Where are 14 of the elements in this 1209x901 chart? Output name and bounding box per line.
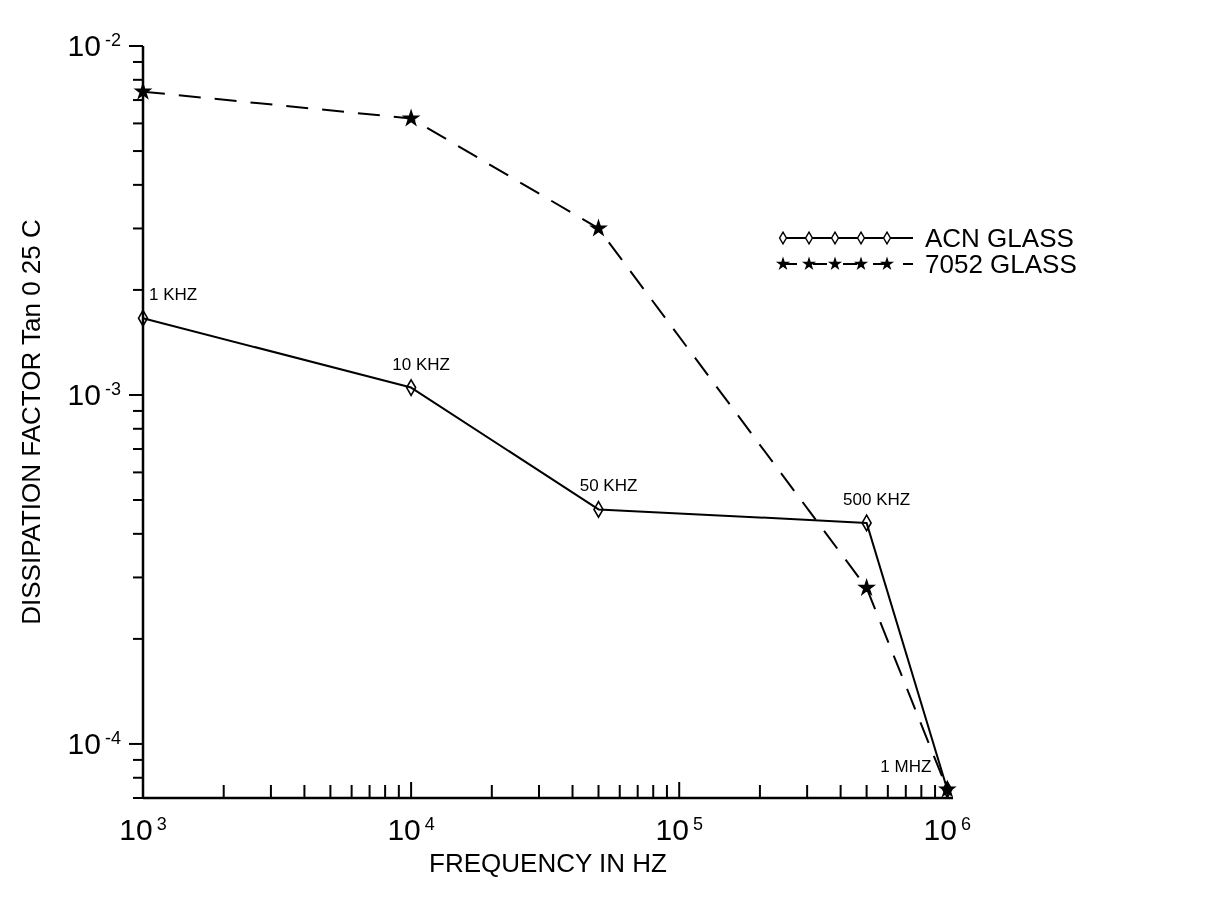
y-tick-label: 10$^{-3}$ (67, 377, 121, 411)
x-tick-label: 10$^{5}$ (655, 813, 703, 846)
annotation: 500 KHZ (843, 489, 911, 509)
annotation: 1 MHZ (880, 756, 932, 776)
y-axis-title: DISSIPATION FACTOR Tan 0 25 C (16, 219, 46, 625)
annotation: 1 KHZ (149, 285, 198, 305)
x-tick-label: 10$^{6}$ (923, 813, 972, 846)
x-tick-label: 10$^{4}$ (387, 813, 435, 846)
annotation: 50 KHZ (579, 476, 638, 496)
x-tick-label: 10$^{3}$ (119, 813, 167, 846)
x-axis-title: FREQUENCY IN HZ (429, 848, 668, 878)
y-tick-label: 10$^{-4}$ (67, 726, 121, 760)
annotation: 10 KHZ (392, 354, 450, 374)
y-tick-label: 10$^{-2}$ (67, 29, 121, 62)
